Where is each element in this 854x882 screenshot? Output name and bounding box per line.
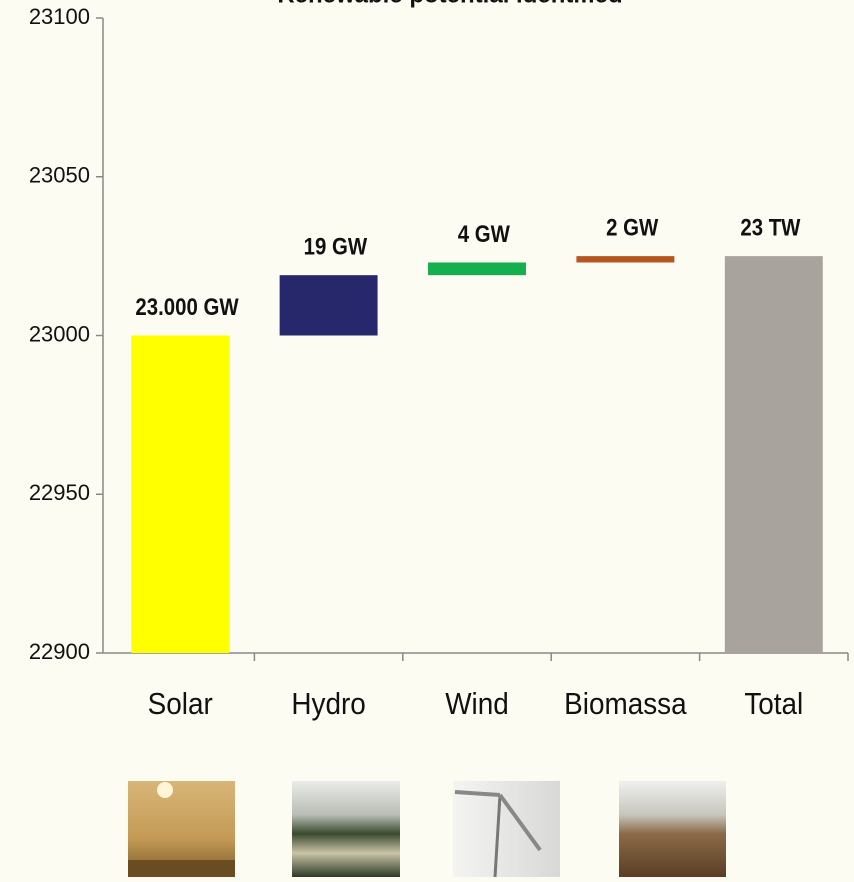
y-tick-label: 22950	[29, 480, 90, 505]
y-tick-label: 23050	[29, 163, 90, 188]
hydro-photo	[292, 781, 400, 877]
value-label: 2 GW	[606, 214, 658, 241]
x-tick-label: Hydro	[291, 687, 365, 722]
bar	[428, 262, 526, 276]
pictures	[128, 781, 726, 878]
sun	[157, 782, 173, 798]
bar	[576, 256, 675, 263]
biomass-photo	[619, 781, 726, 877]
value-label: 23 TW	[740, 214, 800, 241]
y-tick-label: 23100	[29, 4, 90, 29]
y-tick-label: 22900	[29, 639, 90, 664]
bar	[279, 275, 378, 336]
bar	[724, 256, 823, 653]
turbine-blade	[454, 790, 501, 797]
bar	[131, 335, 230, 653]
plot-area: 22900 22950 23000 23050 23100 23.000 GW Solar 1…	[29, 4, 849, 722]
wind-photo	[453, 781, 560, 877]
x-tick-label: Total	[744, 687, 803, 722]
x-tick-label: Solar	[148, 687, 213, 722]
chart-title: Renewable potential identified	[277, 0, 622, 8]
value-label: 23.000 GW	[135, 293, 238, 320]
sea	[128, 860, 235, 877]
turbine-blade	[498, 793, 542, 852]
y-tick-label: 23000	[29, 321, 90, 346]
x-tick-label: Wind	[445, 687, 509, 722]
value-label: 19 GW	[304, 233, 367, 260]
value-label: 4 GW	[458, 220, 510, 247]
x-tick-label: Biomassa	[564, 687, 687, 722]
turbine-tower	[493, 794, 502, 878]
